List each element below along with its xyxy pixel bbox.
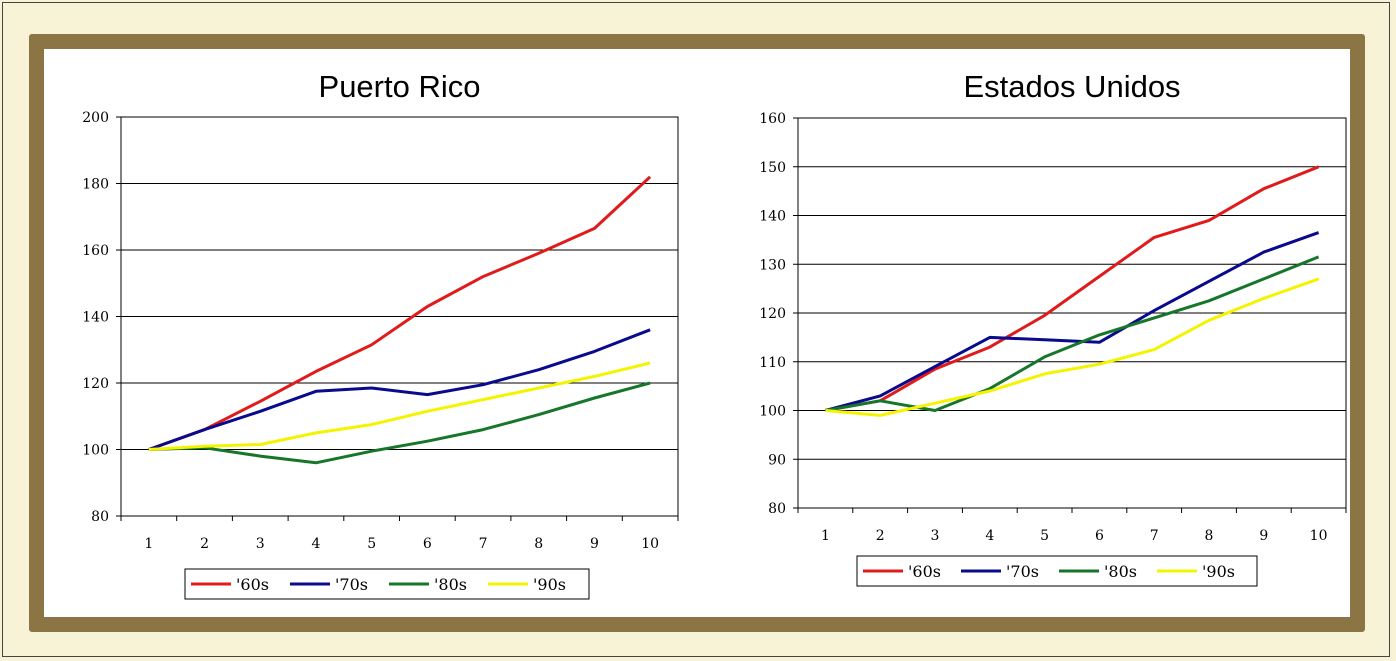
legend-label: '60s [236,575,269,594]
x-tick-label: 6 [423,536,432,552]
chart-title: Estados Unidos [963,69,1180,104]
x-tick-label: 5 [367,536,376,552]
x-tick-label: 2 [876,528,885,544]
x-tick-label: 4 [311,536,320,552]
series-line-2 [148,328,651,451]
x-tick-label: 2 [200,536,209,552]
y-tick-label: 160 [759,111,786,127]
y-tick-label: 130 [759,257,786,273]
series-line-2 [825,231,1320,412]
legend: '60s '70s '80s '90s [184,568,590,600]
chart-1: Puerto Rico 80 100 120 140 160 180 200 1 2 3 4 5 6 7 8 9… [82,69,679,600]
y-tick-label: 80 [91,509,109,525]
x-tick-label: 8 [534,536,543,552]
chart-2: Estados Unidos80901001101201301401501601… [759,69,1347,587]
y-tick-label: 140 [759,209,786,225]
x-tick-label: 10 [641,536,659,552]
x-tick-label: 1 [144,536,153,552]
x-tick-label: 3 [931,528,940,544]
legend-label: '60s [908,562,941,581]
y-tick-label: 120 [759,306,786,322]
y-tick-label: 140 [82,310,109,326]
legend-label: '70s [335,575,368,594]
x-tick-label: 3 [256,536,265,552]
legend: '60s '70s '80s '90s [856,555,1258,587]
x-tick-label: 7 [479,536,488,552]
y-tick-label: 120 [82,376,109,392]
x-tick-label: 4 [985,528,994,544]
x-tick-label: 9 [590,536,599,552]
series-line-4 [825,277,1320,417]
series-line-4 [148,361,651,451]
x-tick-label: 9 [1259,528,1268,544]
series-line-1 [148,175,652,451]
chart-title: Puerto Rico [319,69,481,104]
y-tick-label: 160 [82,243,109,259]
series-line-3 [825,255,1320,412]
y-tick-label: 80 [768,501,786,517]
legend-label: '80s [1104,562,1137,581]
y-tick-label: 180 [82,177,109,193]
y-tick-label: 110 [759,355,786,371]
x-tick-label: 10 [1310,528,1328,544]
y-tick-label: 200 [82,110,109,126]
legend-label: '70s [1006,562,1039,581]
y-tick-label: 150 [759,160,786,176]
legend-label: '90s [1202,562,1235,581]
legend-label: '90s [533,575,566,594]
x-tick-label: 1 [821,528,830,544]
legend-label: '80s [434,575,467,594]
chart-panel [44,49,1350,617]
series-line-1 [825,165,1320,412]
series-line-3 [148,381,651,465]
y-tick-label: 100 [759,404,786,420]
x-tick-label: 8 [1205,528,1214,544]
x-tick-label: 5 [1040,528,1049,544]
x-tick-label: 6 [1095,528,1104,544]
x-tick-label: 7 [1150,528,1159,544]
y-tick-label: 90 [768,452,786,468]
y-tick-label: 100 [82,443,109,459]
